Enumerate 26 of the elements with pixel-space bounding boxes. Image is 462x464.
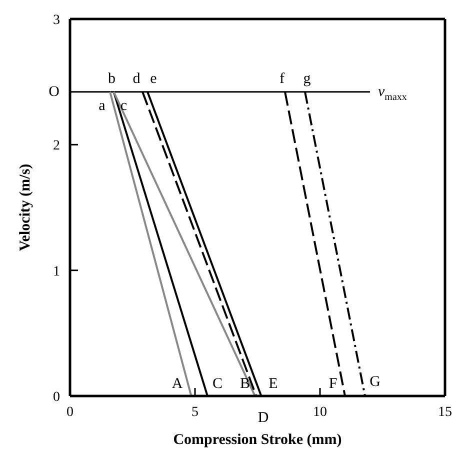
annotation: b xyxy=(108,70,116,87)
annotation: E xyxy=(268,376,278,392)
annotation: G xyxy=(370,374,381,390)
annotation: A xyxy=(172,376,183,392)
annotation: C xyxy=(212,376,223,392)
annotation: F xyxy=(328,376,338,392)
annotation: B xyxy=(240,376,250,392)
annotation: e xyxy=(150,70,158,87)
x-tick-label: 5 xyxy=(192,404,198,420)
y-tick-label: 1 xyxy=(53,264,60,280)
annotation: d xyxy=(132,70,141,87)
annotation: O xyxy=(48,84,60,100)
x-tick-label: 15 xyxy=(438,404,452,420)
y-tick-label: 2 xyxy=(53,138,60,154)
y-tick-label: 3 xyxy=(53,12,60,28)
annotation: g xyxy=(303,70,312,87)
x-tick-label: 0 xyxy=(66,404,74,420)
annotation: a xyxy=(98,98,106,114)
series-label: v$_{maxx}$ xyxy=(378,84,407,103)
annotation: f xyxy=(280,70,284,87)
x-axis-title: Compression Stroke (mm) xyxy=(173,432,342,448)
y-axis-title: Velocity (m/s) xyxy=(17,164,34,252)
y-tick-label: 0 xyxy=(53,390,60,405)
x-tick-label: 10 xyxy=(313,404,327,420)
annotation: D xyxy=(258,410,269,426)
annotation: c xyxy=(120,98,128,114)
